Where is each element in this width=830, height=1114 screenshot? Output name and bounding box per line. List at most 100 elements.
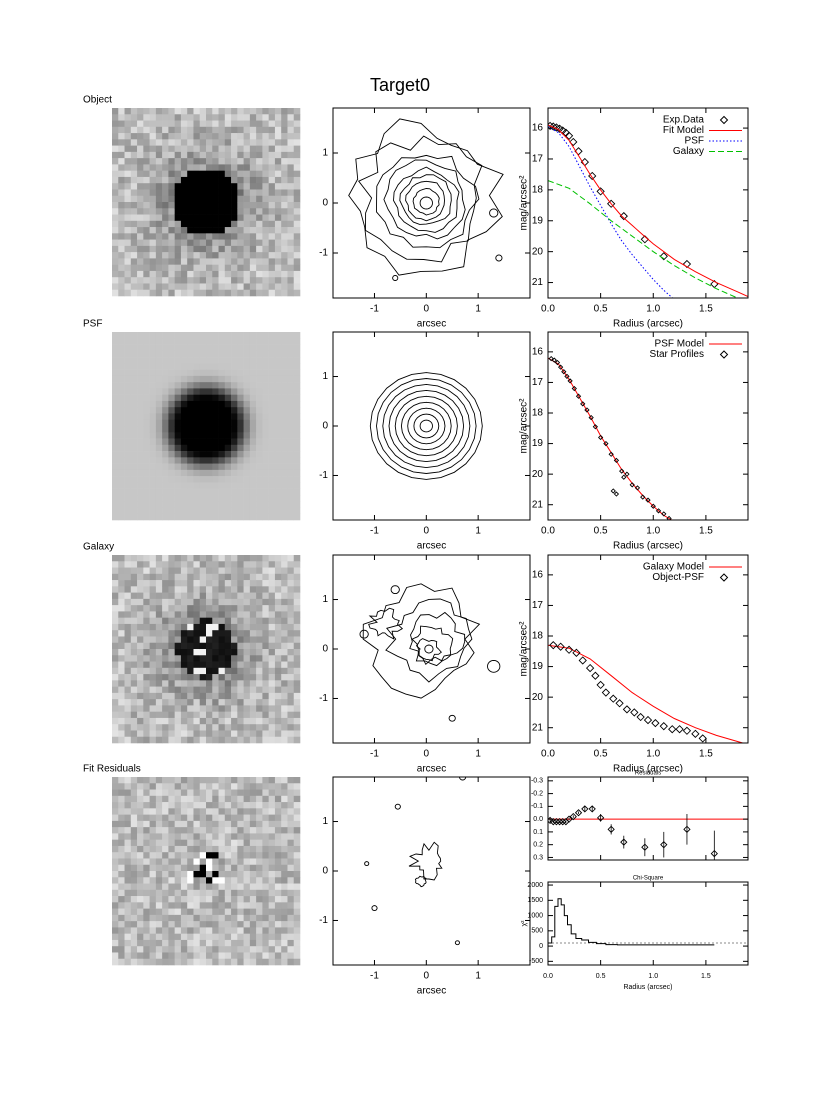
pixel xyxy=(155,914,163,922)
pixel xyxy=(137,598,144,606)
pixel xyxy=(268,649,276,656)
pixel xyxy=(237,573,244,581)
pixel xyxy=(281,488,288,496)
pixel xyxy=(262,736,269,744)
pixel xyxy=(262,592,269,600)
pixel xyxy=(231,513,238,521)
pixel xyxy=(268,636,276,644)
pixel xyxy=(274,363,282,370)
pixel xyxy=(281,338,288,345)
pixel xyxy=(193,357,201,364)
pixel xyxy=(249,195,257,203)
pixel xyxy=(256,933,263,941)
pixel xyxy=(249,513,257,521)
pixel xyxy=(118,814,125,822)
pixel xyxy=(212,730,219,738)
pixel xyxy=(124,655,132,662)
data-point xyxy=(603,440,609,447)
pixel xyxy=(212,245,219,253)
pixel xyxy=(224,357,232,364)
data-point xyxy=(551,357,557,363)
pixel xyxy=(112,592,119,600)
pixel xyxy=(281,561,288,568)
pixel xyxy=(124,277,132,284)
pixel xyxy=(124,388,132,395)
y-tick-label: 18 xyxy=(532,408,544,419)
pixel xyxy=(155,357,163,364)
pixel xyxy=(281,580,288,587)
pixel xyxy=(112,338,119,345)
pixel xyxy=(168,202,175,209)
pixel xyxy=(193,252,201,259)
pixel xyxy=(149,245,157,253)
pixel xyxy=(137,407,144,414)
pixel xyxy=(287,176,295,184)
pixel xyxy=(143,717,150,725)
pixel xyxy=(168,164,175,171)
pixel xyxy=(268,555,276,562)
pixel xyxy=(112,245,119,253)
pixel xyxy=(112,432,119,439)
pixel xyxy=(224,902,232,909)
pixel xyxy=(137,655,144,662)
pixel xyxy=(268,239,276,247)
pixel xyxy=(124,338,132,345)
pixel xyxy=(124,845,132,853)
pixel xyxy=(162,611,169,618)
pixel xyxy=(287,808,295,815)
pixel xyxy=(174,933,182,941)
pixel xyxy=(162,711,169,719)
pixel xyxy=(287,820,295,828)
pixel xyxy=(293,220,301,228)
pixel xyxy=(243,139,251,146)
pixel xyxy=(180,636,188,644)
pixel xyxy=(224,592,232,600)
pixel xyxy=(249,114,257,121)
pixel xyxy=(231,444,238,452)
pixel xyxy=(287,202,295,209)
pixel xyxy=(256,680,263,687)
pixel xyxy=(130,488,138,496)
pixel xyxy=(199,711,207,719)
pixel xyxy=(143,394,150,402)
pixel xyxy=(149,927,157,934)
pixel xyxy=(112,332,119,339)
pixel xyxy=(162,699,169,706)
pixel xyxy=(206,717,213,725)
pixel xyxy=(168,858,175,866)
pixel xyxy=(274,661,282,669)
pixel xyxy=(212,871,219,878)
pixel xyxy=(224,561,232,568)
pixel xyxy=(193,419,201,427)
plot-area xyxy=(548,641,745,743)
pixel xyxy=(293,692,301,700)
pixel xyxy=(118,400,125,408)
pixel xyxy=(243,711,251,719)
pixel xyxy=(124,432,132,439)
pixel xyxy=(243,611,251,618)
pixel xyxy=(231,958,238,966)
pixel xyxy=(281,233,288,240)
pixel xyxy=(124,802,132,809)
pixel xyxy=(237,283,244,291)
pixel xyxy=(143,183,150,190)
pixel xyxy=(149,476,157,483)
pixel xyxy=(124,939,132,947)
pixel xyxy=(293,444,301,452)
pixel xyxy=(180,407,188,414)
pixel xyxy=(274,617,282,625)
pixel xyxy=(124,482,132,489)
pixel xyxy=(155,463,163,471)
pixel xyxy=(143,586,150,593)
pixel xyxy=(218,777,226,784)
pixel xyxy=(168,394,175,402)
pixel xyxy=(143,438,150,446)
pixel xyxy=(274,208,282,215)
pixel xyxy=(224,586,232,593)
pixel xyxy=(274,833,282,840)
pixel xyxy=(174,158,182,165)
pixel xyxy=(162,457,169,464)
pixel xyxy=(137,858,144,866)
pixel xyxy=(287,189,295,197)
pixel xyxy=(155,394,163,402)
